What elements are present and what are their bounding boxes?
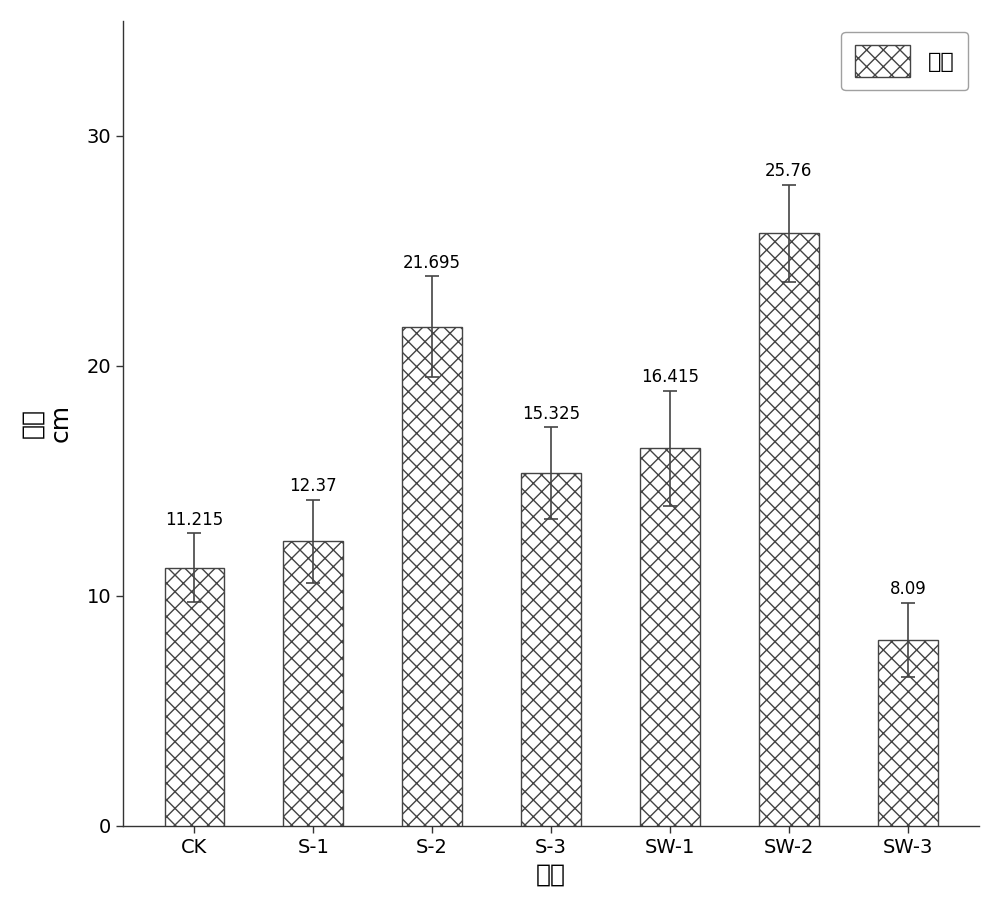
Bar: [521, 473, 581, 825]
Text: 15.325: 15.325: [522, 405, 580, 423]
Text: 8.09: 8.09: [889, 580, 926, 599]
Bar: [640, 448, 700, 825]
Text: 12.37: 12.37: [289, 477, 337, 495]
Y-axis label: 株高
cm: 株高 cm: [21, 405, 73, 443]
Bar: [878, 639, 938, 825]
Text: 25.76: 25.76: [765, 162, 813, 180]
Bar: [283, 541, 343, 825]
Bar: [165, 568, 224, 825]
X-axis label: 处理: 处理: [536, 863, 566, 886]
Text: 21.695: 21.695: [403, 254, 461, 271]
Bar: [402, 327, 462, 825]
Bar: [759, 233, 819, 825]
Text: 16.415: 16.415: [641, 368, 699, 386]
Text: 11.215: 11.215: [165, 511, 223, 529]
Legend: 株高: 株高: [841, 32, 968, 90]
